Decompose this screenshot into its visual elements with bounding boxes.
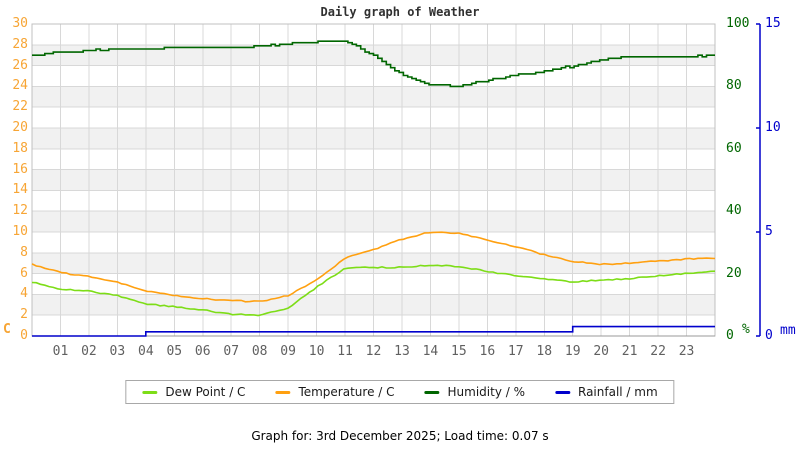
series-humidity: [32, 40, 715, 88]
tick-label: 19: [564, 344, 581, 359]
tick-label: 8: [20, 244, 28, 260]
left-axis-unit-label: C: [3, 322, 11, 337]
tick-label: 80: [726, 78, 742, 94]
tick-label: 10: [12, 224, 28, 239]
tick-label: 22: [12, 99, 28, 115]
tick-label: 11: [337, 344, 353, 359]
tick-label: 6: [20, 265, 28, 281]
tick-label: 4: [20, 286, 28, 302]
tick-label: 28: [12, 36, 28, 52]
series-rainfall: [32, 325, 715, 337]
tick-label: 06: [194, 344, 211, 359]
tick-label: 30: [12, 16, 28, 31]
tick-label: 15: [451, 344, 467, 359]
tick-label: 18: [536, 344, 553, 359]
tick-label: 09: [280, 344, 296, 359]
tick-label: 20: [726, 265, 742, 281]
legend-item-humidity: Humidity / %: [424, 385, 525, 399]
tick-label: 04: [138, 344, 154, 359]
legend-item-label: Temperature / C: [298, 385, 395, 399]
tick-label: 13: [394, 344, 410, 359]
series-temperature: [31, 231, 716, 303]
tick-label: 10: [765, 120, 781, 135]
tick-label: 18: [12, 140, 28, 156]
legend-item-dew-point: Dew Point / C: [142, 385, 245, 399]
tick-label: 15: [765, 16, 781, 31]
tick-label: 07: [223, 344, 240, 359]
series-dew: [31, 264, 716, 317]
tick-label: 5: [765, 224, 773, 239]
tick-label: 17: [507, 344, 524, 359]
tick-label: 2: [20, 307, 28, 323]
rainfall-axis-unit-label: mm: [780, 323, 796, 338]
tick-label: 100: [726, 16, 750, 31]
legend-item-label: Rainfall / mm: [578, 385, 658, 399]
tick-label: 02: [81, 344, 97, 359]
tick-label: 26: [12, 57, 28, 73]
legend: Dew Point / C Temperature / C Humidity /…: [125, 380, 675, 404]
tick-label: 08: [251, 344, 268, 359]
tick-label: 03: [109, 344, 126, 359]
graph-caption: Graph for: 3rd December 2025; Load time:…: [251, 429, 549, 443]
tick-label: 14: [422, 344, 439, 359]
tick-label: 01: [52, 344, 69, 359]
tick-label: 12: [12, 203, 28, 219]
tick-label: 16: [479, 344, 496, 359]
tick-label: 21: [621, 344, 638, 359]
temperature-line-swatch: [275, 390, 291, 394]
legend-item-label: Dew Point / C: [165, 385, 246, 399]
tick-label: 23: [678, 344, 695, 359]
chart-title: Daily graph of Weather: [320, 5, 480, 19]
humidity-axis-unit-label: %: [742, 322, 750, 337]
tick-label: 20: [12, 120, 28, 135]
tick-label: 14: [12, 182, 28, 198]
legend-item-temperature: Temperature / C: [275, 385, 395, 399]
humidity-line-swatch: [424, 390, 440, 394]
tick-label: 16: [12, 161, 28, 177]
tick-label: 0: [765, 328, 773, 343]
tick-label: 20: [593, 344, 609, 359]
tick-label: 40: [726, 203, 742, 219]
tick-label: 0: [726, 328, 734, 343]
dew-point-line-swatch: [142, 390, 158, 394]
tick-label: 60: [726, 140, 742, 156]
tick-label: 05: [166, 344, 183, 359]
tick-label: 12: [365, 344, 382, 359]
tick-label: 22: [650, 344, 666, 359]
tick-label: 24: [12, 78, 28, 94]
legend-item-rainfall: Rainfall / mm: [555, 385, 658, 399]
rainfall-line-swatch: [555, 390, 570, 394]
legend-item-label: Humidity / %: [447, 385, 525, 399]
tick-label: 0: [20, 328, 28, 343]
tick-label: 10: [308, 344, 325, 359]
